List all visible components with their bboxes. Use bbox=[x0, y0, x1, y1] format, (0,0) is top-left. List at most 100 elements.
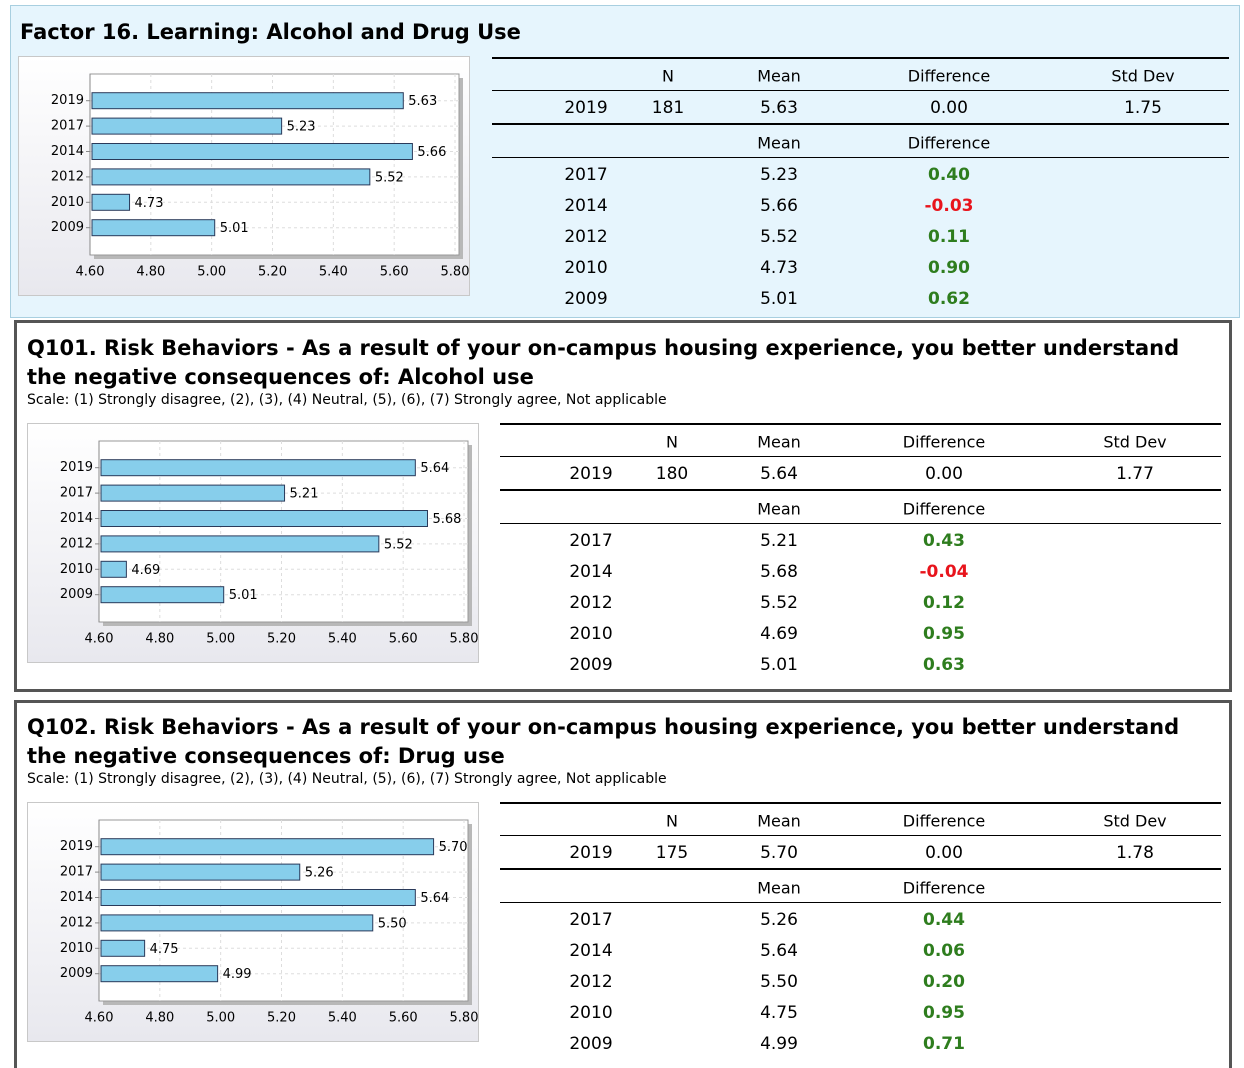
table-cell: 5.21 bbox=[760, 531, 798, 551]
bar bbox=[91, 193, 131, 211]
bar bbox=[91, 168, 371, 186]
x-tick-label: 5.40 bbox=[319, 265, 348, 280]
difference-cell: 0.63 bbox=[923, 655, 965, 675]
table-cell: 0.00 bbox=[925, 843, 963, 863]
value-label: 4.99 bbox=[223, 967, 252, 982]
table-cell: 1.78 bbox=[1116, 843, 1154, 863]
column-header: Difference bbox=[907, 133, 991, 153]
table-cell: 2012 bbox=[569, 593, 613, 613]
table-rule bbox=[500, 523, 1221, 524]
table-cell: 2017 bbox=[569, 910, 613, 930]
x-tick-label: 5.20 bbox=[267, 632, 296, 647]
bar bbox=[100, 510, 428, 527]
y-tick-label: 2019 bbox=[51, 93, 84, 108]
table-rule bbox=[500, 423, 1221, 425]
table-cell: 5.68 bbox=[760, 562, 798, 582]
x-tick-label: 5.20 bbox=[267, 1011, 296, 1026]
section-title: Factor 16. Learning: Alcohol and Drug Us… bbox=[20, 20, 521, 44]
bar bbox=[91, 117, 283, 135]
column-header: Difference bbox=[902, 432, 986, 452]
difference-cell: 0.90 bbox=[928, 258, 970, 278]
column-header: Difference bbox=[907, 66, 991, 86]
table-cell: 0.00 bbox=[925, 464, 963, 484]
value-label: 5.01 bbox=[220, 221, 249, 236]
table-cell: 2019 bbox=[569, 843, 613, 863]
table-cell: 2017 bbox=[569, 531, 613, 551]
x-tick-label: 5.80 bbox=[450, 1011, 479, 1026]
value-label: 5.52 bbox=[375, 170, 404, 185]
y-tick-label: 2014 bbox=[60, 890, 93, 905]
table-cell: 2019 bbox=[569, 464, 613, 484]
table-cell: 4.73 bbox=[760, 258, 798, 278]
table-cell: 5.52 bbox=[760, 227, 798, 247]
column-header: N bbox=[662, 66, 674, 86]
x-tick-label: 4.60 bbox=[85, 632, 114, 647]
x-tick-label: 5.00 bbox=[206, 1011, 235, 1026]
bar bbox=[100, 939, 146, 957]
y-tick-label: 2014 bbox=[60, 511, 93, 526]
table-cell: 5.70 bbox=[760, 843, 798, 863]
bar-chart: 4.60 4.80 5.00 5.20 5.40 5.60 5.80 2019 5.70 2017… bbox=[27, 802, 479, 1042]
bar bbox=[100, 560, 127, 578]
x-tick-label: 5.80 bbox=[441, 265, 470, 280]
bar bbox=[91, 219, 216, 237]
x-tick-label: 4.60 bbox=[85, 1011, 114, 1026]
column-header: Difference bbox=[902, 811, 986, 831]
table-cell: 5.63 bbox=[760, 98, 798, 118]
y-tick-label: 2009 bbox=[60, 966, 93, 981]
bar bbox=[100, 838, 435, 856]
section-title: Q102. Risk Behaviors - As a result of yo… bbox=[27, 715, 1180, 768]
table-rule bbox=[492, 123, 1229, 125]
value-label: 5.01 bbox=[229, 588, 258, 603]
bar bbox=[100, 459, 416, 477]
difference-cell: 0.06 bbox=[923, 941, 965, 961]
column-header: Difference bbox=[902, 878, 986, 898]
bar-chart: 4.60 4.80 5.00 5.20 5.40 5.60 5.80 2019 5.64 2017… bbox=[27, 423, 479, 663]
section-title: Q101. Risk Behaviors - As a result of yo… bbox=[27, 336, 1180, 389]
column-header: Mean bbox=[757, 66, 801, 86]
table-cell: 4.75 bbox=[760, 1003, 798, 1023]
difference-cell: 0.95 bbox=[923, 624, 965, 644]
difference-cell: -0.04 bbox=[919, 562, 969, 582]
scale-note: Scale: (1) Strongly disagree, (2), (3), … bbox=[27, 392, 667, 408]
table-cell: 2010 bbox=[564, 258, 608, 278]
bar bbox=[91, 92, 404, 110]
difference-cell: 0.20 bbox=[923, 972, 965, 992]
x-tick-label: 4.80 bbox=[145, 1011, 174, 1026]
value-label: 4.75 bbox=[150, 942, 179, 957]
x-tick-label: 5.60 bbox=[389, 632, 418, 647]
difference-cell: 0.11 bbox=[928, 227, 970, 247]
table-cell: 2010 bbox=[569, 624, 613, 644]
difference-cell: 0.44 bbox=[923, 910, 965, 930]
table-cell: 5.01 bbox=[760, 289, 798, 309]
value-label: 5.52 bbox=[384, 537, 413, 552]
x-tick-label: 4.80 bbox=[136, 265, 165, 280]
bar bbox=[100, 484, 286, 502]
table-cell: 2012 bbox=[564, 227, 608, 247]
x-tick-label: 5.00 bbox=[206, 632, 235, 647]
value-label: 5.26 bbox=[305, 866, 334, 881]
bar bbox=[91, 143, 413, 160]
table-cell: 5.01 bbox=[760, 655, 798, 675]
value-label: 5.23 bbox=[287, 120, 316, 135]
bar bbox=[100, 965, 219, 983]
y-tick-label: 2012 bbox=[51, 169, 84, 184]
x-tick-label: 5.80 bbox=[450, 632, 479, 647]
x-tick-label: 4.80 bbox=[145, 632, 174, 647]
column-header: Mean bbox=[757, 133, 801, 153]
bar bbox=[100, 535, 380, 553]
table-cell: 2014 bbox=[569, 562, 613, 582]
table-cell: 2009 bbox=[569, 1034, 613, 1054]
table-cell: 180 bbox=[655, 464, 689, 484]
difference-cell: 0.43 bbox=[923, 531, 965, 551]
table-cell: 2010 bbox=[569, 1003, 613, 1023]
column-header: Mean bbox=[757, 878, 801, 898]
difference-cell: 0.62 bbox=[928, 289, 970, 309]
column-header: Difference bbox=[902, 499, 986, 519]
y-tick-label: 2009 bbox=[60, 587, 93, 602]
table-cell: 2009 bbox=[564, 289, 608, 309]
table-cell: 175 bbox=[655, 843, 689, 863]
value-label: 5.68 bbox=[433, 512, 462, 527]
bar-chart: 4.60 4.80 5.00 5.20 5.40 5.60 5.80 2019 5.63 2017… bbox=[18, 56, 470, 296]
